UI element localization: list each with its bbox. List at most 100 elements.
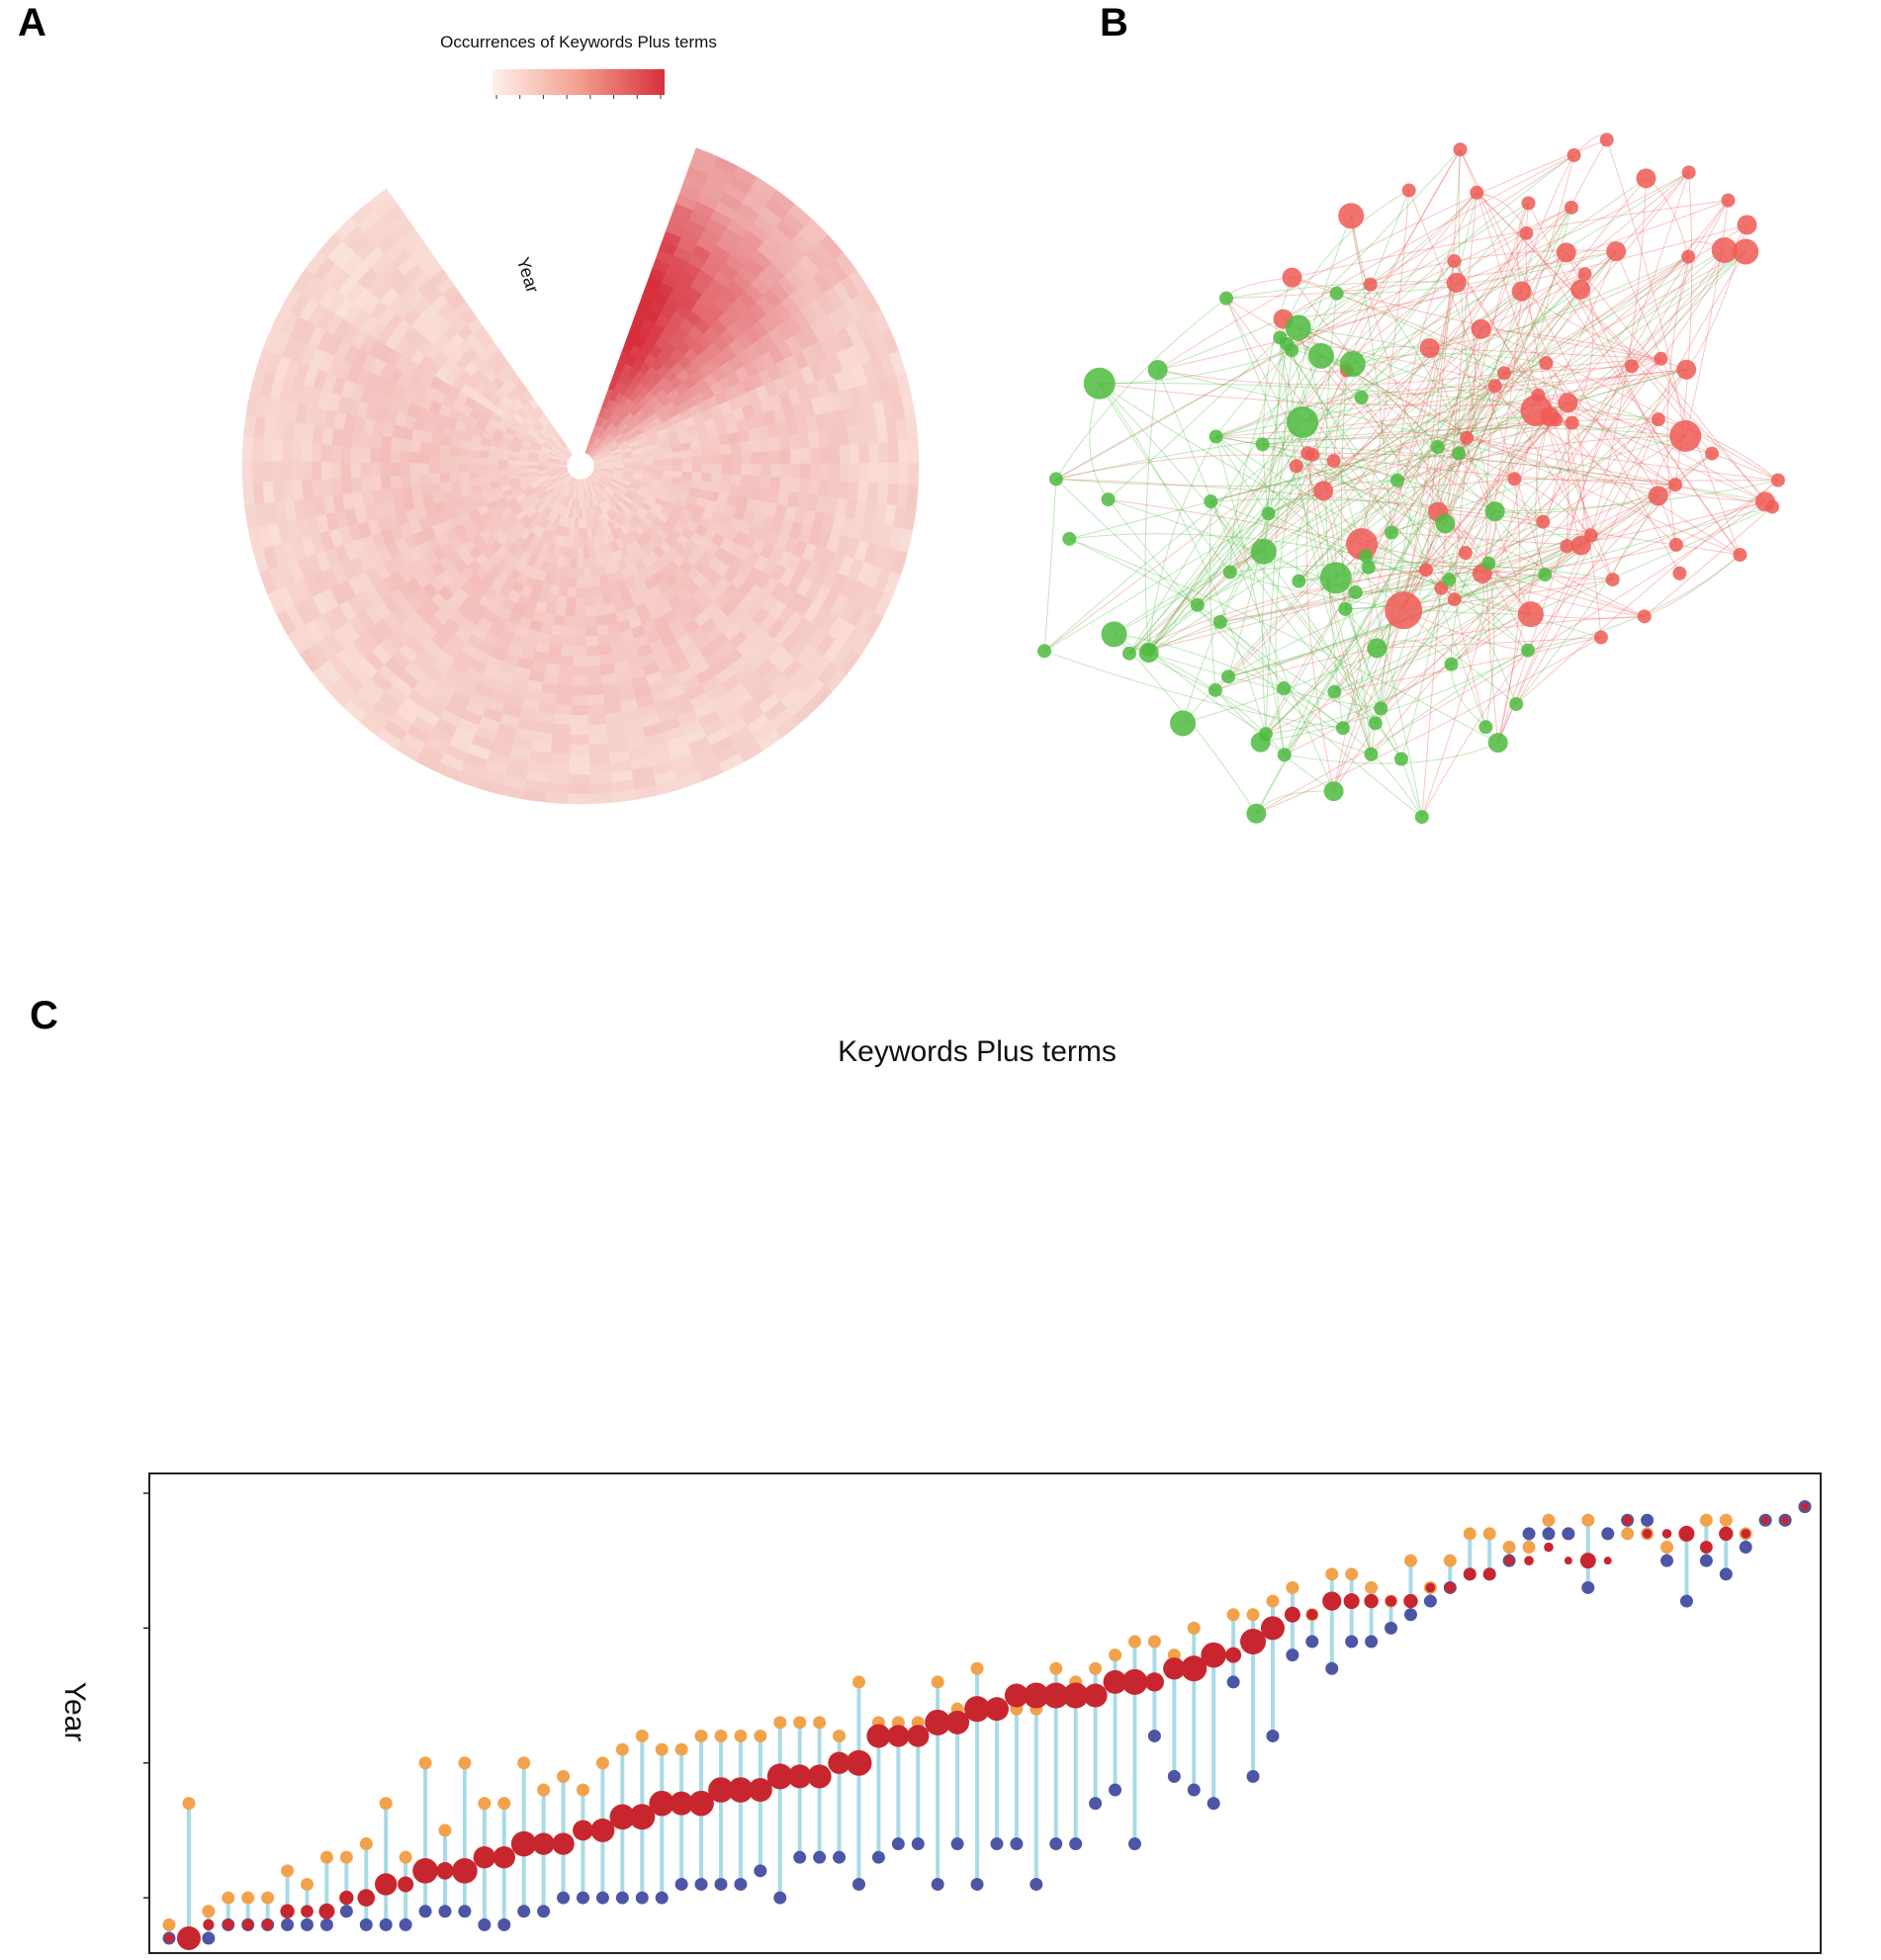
network-edge (1370, 154, 1574, 286)
network-node (1354, 390, 1369, 404)
network-node (1430, 440, 1445, 455)
median-year-point (436, 1862, 454, 1880)
network-node (1170, 710, 1197, 737)
median-year-point (1642, 1529, 1653, 1539)
panel-c-letter: C (30, 994, 58, 1037)
network-edge (1055, 207, 1572, 480)
heatmap-cell (710, 473, 723, 485)
last-year-point (694, 1729, 708, 1742)
heatmap-cell (459, 479, 471, 490)
network-edge (1227, 337, 1281, 677)
heatmap-cell (558, 665, 574, 676)
network-edge (1346, 250, 1617, 372)
network-edge (1287, 171, 1689, 345)
heatmap-cell (281, 460, 293, 482)
heatmap-cell (575, 596, 585, 608)
first-year-point (1325, 1661, 1339, 1675)
network-edge (1055, 479, 1344, 729)
heatmap-cell (568, 567, 578, 579)
network-edge (1480, 328, 1779, 482)
last-year-point (1089, 1661, 1103, 1675)
last-year-point (379, 1797, 393, 1811)
heatmap-cell (570, 715, 589, 726)
network-edge (1296, 490, 1324, 581)
network-node (1348, 585, 1363, 600)
first-year-point (1562, 1527, 1575, 1541)
heatmap-cell (478, 457, 490, 465)
network-edge (1148, 652, 1382, 709)
first-year-point (1601, 1527, 1615, 1541)
network-edge (1298, 256, 1689, 582)
median-year-point (907, 1725, 930, 1747)
heatmap-cell (330, 444, 342, 463)
network-edge (1279, 337, 1382, 709)
first-year-point (1739, 1541, 1752, 1555)
first-year-point (1030, 1877, 1043, 1891)
network-edge (1375, 395, 1539, 724)
last-year-point (537, 1783, 551, 1797)
network-node (1418, 563, 1433, 578)
heatmap-cell (251, 460, 263, 484)
heatmap-cell (653, 459, 664, 466)
heatmap-legend-colorbar (493, 69, 665, 95)
heatmap-cell (828, 480, 841, 499)
heatmap-cell (428, 472, 441, 485)
heatmap-cell (582, 518, 587, 529)
last-year-point (359, 1837, 373, 1851)
network-edge (1099, 383, 1427, 571)
heatmap-cell (409, 484, 423, 498)
heatmap-cell (681, 464, 693, 473)
heatmap-cell (553, 713, 572, 726)
network-edge (1292, 277, 1766, 502)
network-node (1393, 752, 1408, 766)
network-edge (1157, 200, 1729, 371)
network-edge (1408, 190, 1546, 576)
network-edge (1494, 494, 1658, 514)
first-year-point (399, 1917, 412, 1931)
heatmap-cell (720, 474, 733, 486)
network-edge (1370, 192, 1478, 755)
median-year-point (223, 1918, 234, 1930)
network-node (1648, 486, 1668, 506)
network-node (1471, 318, 1491, 339)
network-node (1705, 446, 1720, 461)
heatmap-cell (569, 744, 590, 756)
last-year-point (1365, 1580, 1379, 1594)
dumbbell-marks (162, 1500, 1812, 1950)
heatmap-cell (449, 480, 462, 490)
heatmap-cell (700, 446, 713, 457)
network-edge (1108, 498, 1645, 617)
network-edge (1260, 418, 1557, 743)
network-edge (1280, 337, 1439, 448)
heatmap-cell (731, 464, 743, 476)
median-year-point (573, 1820, 593, 1841)
network-edge (1265, 664, 1452, 735)
heatmap-cell (623, 461, 635, 466)
network-edge (1215, 369, 1687, 437)
first-year-point (478, 1917, 492, 1931)
last-year-point (1482, 1527, 1496, 1541)
heatmap-cell (589, 772, 612, 785)
network-node (1277, 681, 1292, 696)
heatmap-cell (589, 782, 613, 795)
median-year-point (318, 1903, 335, 1919)
network-edge (1494, 385, 1614, 580)
first-year-point (497, 1917, 511, 1931)
heatmap-cell (790, 463, 802, 480)
network-node (1037, 644, 1052, 659)
first-year-point (1699, 1554, 1713, 1567)
heatmap-cell (849, 444, 860, 464)
median-year-point (176, 1926, 201, 1950)
heatmap-cell (379, 462, 391, 477)
network-node (1570, 279, 1591, 300)
network-edge (1292, 277, 1544, 522)
median-year-point (1544, 1542, 1554, 1553)
heatmap-cell (838, 481, 851, 500)
network-node (1669, 419, 1702, 452)
network-node (1560, 539, 1574, 554)
heatmap-cell (856, 482, 870, 503)
heatmap-cell (573, 636, 586, 648)
last-year-point (595, 1756, 609, 1770)
heatmap-cell (571, 705, 588, 716)
